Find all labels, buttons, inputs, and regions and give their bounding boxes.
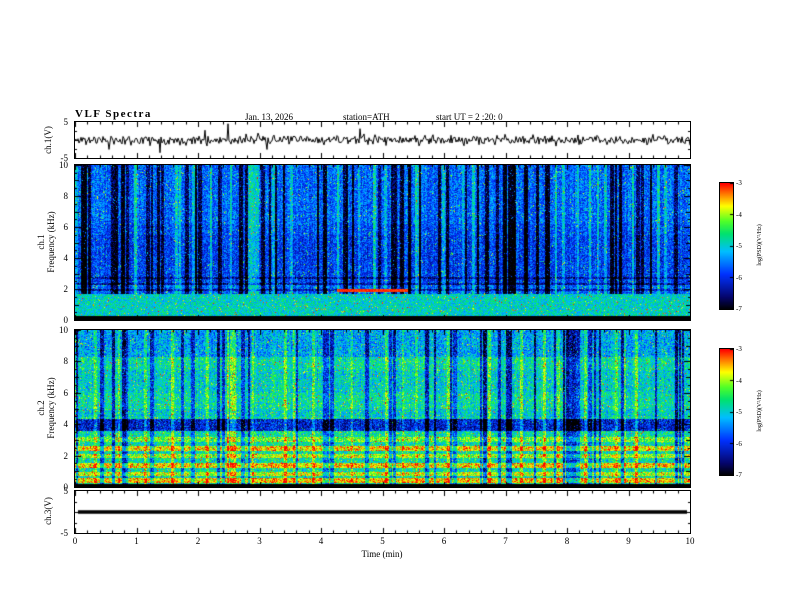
date-label: Jan. 13, 2026 [245,112,293,122]
ch1-frequency-axis-label: ch.1 Frequency (kHz) [36,211,56,272]
colorbar1-tick-label: -4 [736,210,742,219]
x-tick-label: 10 [685,536,695,546]
spec1-y-tick-label: 2 [63,284,69,294]
spec1-y-tick-label: 10 [59,160,68,170]
wave-y-tick-label: -5 [60,153,69,163]
ch1-waveform-canvas [74,121,691,159]
x-tick-label: 0 [72,536,78,546]
ch2-colorbar-label: log(PSD)(V²/Hz) [757,390,763,432]
ch2-spectrogram-canvas [74,329,691,488]
figure-title: VLF Spectra [75,108,152,120]
x-tick-label: 1 [134,536,139,546]
spec1-y-tick-label: 6 [63,222,69,232]
ch3-voltage-axis-label: ch.3(V) [43,497,53,525]
ch1-spectrogram-canvas [74,164,691,321]
ch2-axis-line1: ch.2 [36,400,46,416]
x-tick-label: 5 [380,536,385,546]
ch1-axis-line2: Frequency (kHz) [46,211,56,273]
colorbar2-tick-label: -5 [736,408,742,416]
colorbar2-tick-label: -4 [736,376,742,385]
x-tick-label: 7 [503,536,508,546]
x-tick-label: 8 [564,536,570,546]
colorbar2-tick-label: -7 [736,471,742,479]
ch2-frequency-axis-label: ch.2 Frequency (kHz) [36,377,56,438]
x-tick-label: 9 [626,536,631,546]
x-tick-label: 4 [318,536,324,546]
colorbar1-tick-label: -6 [736,273,742,282]
ch3-waveform-canvas [74,490,691,534]
ch1-voltage-axis-label: ch.1(V) [43,126,53,154]
colorbar2-tick-label: -6 [736,439,742,448]
spec1-y-tick-label: 4 [63,253,69,263]
ch1-colorbar [719,182,734,310]
spec2-y-tick-label: 6 [63,387,69,398]
flat-y-tick-label: 5 [63,486,69,496]
spec1-y-tick-label: 0 [63,315,69,325]
colorbar1-tick-label: -3 [736,179,742,187]
x-tick-label: 2 [195,536,201,546]
time-axis-label: Time (min) [361,549,403,559]
colorbar1-tick-label: -7 [736,305,742,313]
spec2-y-tick-label: 4 [63,419,69,430]
x-tick-label: 6 [441,536,447,546]
spec2-y-tick-label: 8 [63,356,69,367]
spec1-y-tick-label: 8 [63,191,69,201]
colorbar2-tick-label: -3 [736,345,742,353]
x-tick-label: 3 [257,536,262,546]
flat-y-tick-label: -5 [60,528,69,538]
ch2-colorbar [719,348,734,476]
ch2-axis-line2: Frequency (kHz) [46,377,56,439]
spec2-y-tick-label: 2 [63,450,69,461]
spec2-y-tick-label: 10 [59,325,68,335]
station-label: station=ATH [343,112,390,122]
spec2-y-tick-label: 0 [63,482,69,492]
ch1-axis-line1: ch.1 [36,234,46,250]
colorbar1-tick-label: -5 [736,242,742,250]
start-ut-label: start UT = 2 :20: 0 [436,112,503,122]
wave-y-tick-label: 5 [63,117,69,127]
ch1-colorbar-label: log(PSD)(V²/Hz) [757,224,763,266]
